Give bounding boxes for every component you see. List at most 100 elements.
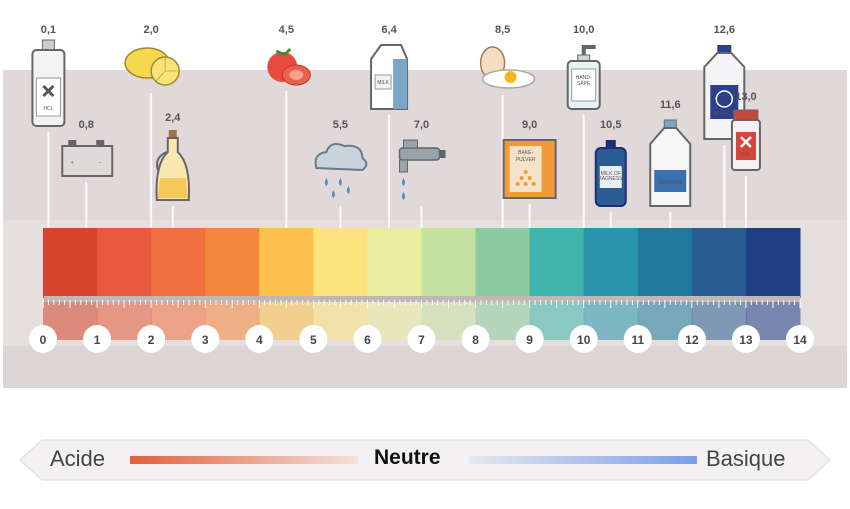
ph-value-label-3: 2,4 [165, 112, 181, 124]
ph-tick-circle-13 [731, 325, 760, 353]
ph-tick-label-4: 4 [256, 333, 263, 347]
ph-tick-label-11: 11 [631, 333, 644, 347]
water-tap-icon [398, 139, 446, 200]
ph-color-bands [43, 228, 801, 298]
ph-band-11 [637, 228, 693, 298]
ph-tick-circle-7 [407, 325, 436, 353]
ph-value-label-10: 10,0 [573, 24, 594, 36]
hand-soap-icon: HAND-SÅPE [566, 45, 601, 110]
icon-text: PULVER [516, 157, 536, 163]
ph-tick-label-12: 12 [685, 333, 699, 347]
ruler-bar [44, 296, 800, 302]
svg-text:AMMONIA: AMMONIA [658, 180, 683, 186]
icon-text: MILK OF [601, 171, 621, 177]
ph-band-0 [43, 228, 98, 298]
ph-value-label-11: 10,5 [600, 119, 621, 131]
ph-value-label-1: 0,8 [79, 119, 94, 131]
ph-band-6 [367, 228, 422, 298]
ph-value-label-14: 13,0 [735, 91, 756, 103]
milk-carton-icon: MILK [370, 44, 409, 110]
icon-text: BAKE- [518, 150, 533, 156]
ph-tick-label-10: 10 [577, 333, 591, 347]
ph-tick-label-7: 7 [418, 333, 425, 347]
ph-tick-label-9: 9 [526, 333, 533, 347]
ph-band-12 [691, 228, 747, 298]
vinegar-bottle-icon [155, 130, 191, 201]
ph-tick-circle-4 [245, 325, 274, 353]
icon-text: HCL [43, 106, 53, 112]
ph-tick-label-13: 13 [739, 333, 753, 347]
ph-value-label-5: 5,5 [333, 119, 348, 131]
ph-value-label-4: 4,5 [279, 24, 294, 36]
car-battery-icon: + − [61, 140, 114, 177]
ph-tick-circle-14 [786, 325, 814, 353]
icon-text: SÅPE [577, 80, 591, 87]
ph-band-2 [151, 228, 206, 298]
ph-value-label-13: 12,6 [714, 24, 735, 36]
ph-tick-label-14: 14 [793, 333, 807, 347]
ph-tick-label-1: 1 [94, 333, 101, 347]
ph-value-label-6: 6,4 [381, 24, 397, 36]
ph-value-label-9: 9,0 [522, 119, 537, 131]
lye-bottle-icon: LYE [730, 109, 761, 171]
ph-band-10 [583, 228, 639, 298]
acid-label: Acide [50, 446, 106, 471]
ph-tick-labels: 0 1 2 3 4 5 6 7 8 9 10 11 12 13 14 [29, 325, 814, 353]
hcl-bottle-icon: HCL [31, 39, 66, 127]
icon-text: MAGNESIA [598, 176, 625, 182]
ph-value-label-2: 2,0 [143, 24, 158, 36]
ph-tick-label-0: 0 [40, 333, 47, 347]
ph-tick-circle-9 [515, 325, 544, 353]
svg-text:LYE: LYE [741, 152, 751, 158]
rain-cloud-icon [314, 143, 368, 198]
ph-tick-label-2: 2 [148, 333, 155, 347]
ph-band-5 [313, 228, 368, 298]
ph-tick-circle-8 [461, 325, 490, 353]
acid-gradient-bar [130, 456, 358, 464]
egg-icon [479, 46, 536, 89]
acid-base-legend: Acide Neutre Basique [12, 436, 831, 484]
ph-value-label-12: 11,6 [660, 99, 681, 111]
ph-value-label-0: 0,1 [41, 24, 56, 36]
ph-band-7 [421, 228, 477, 298]
ph-band-9 [529, 228, 585, 298]
ph-tick-circle-12 [677, 325, 706, 353]
icon-text: HAND- [576, 75, 592, 81]
neutral-label: Neutre [374, 446, 441, 469]
ph-tick-label-8: 8 [472, 333, 479, 347]
ph-band-8 [475, 228, 531, 298]
ph-tick-circle-6 [353, 325, 382, 353]
background-lower-band [3, 346, 847, 388]
ammonia-bottle-icon: AMMONIA [649, 119, 692, 207]
baking-powder-icon: BAKE-PULVER [502, 139, 557, 199]
ph-value-labels: 0,1 0,8 2,0 2,4 4,5 5,5 6,4 7,0 8,5 9,0 10,0 10,5 11… [41, 24, 757, 131]
ph-band-1 [97, 228, 152, 298]
ph-tick-circle-2 [137, 325, 166, 353]
base-label: Basique [706, 446, 786, 471]
ph-tick-label-5: 5 [310, 333, 317, 347]
ph-tick-circle-0 [29, 325, 57, 353]
base-gradient-bar [469, 456, 697, 464]
lemon-icon [124, 47, 180, 86]
ph-value-label-8: 8,5 [495, 24, 510, 36]
ph-value-label-7: 7,0 [414, 119, 429, 131]
ph-tick-circle-11 [623, 325, 652, 353]
ph-band-3 [205, 228, 260, 298]
tomato-icon [267, 47, 311, 86]
ph-band-4 [259, 228, 314, 298]
ph-tick-circle-5 [299, 325, 328, 353]
svg-text:BLEACH: BLEACH [714, 111, 734, 117]
ph-tick-circle-1 [83, 325, 112, 353]
icon-text: MILK [377, 80, 389, 86]
svg-text:−: − [99, 160, 102, 166]
svg-text:+: + [71, 160, 74, 166]
ph-tick-circle-10 [569, 325, 598, 353]
ph-band-13 [745, 228, 801, 298]
ph-tick-label-3: 3 [202, 333, 209, 347]
ph-tick-label-6: 6 [364, 333, 371, 347]
ph-tick-circle-3 [191, 325, 220, 353]
ph-ruler [44, 296, 800, 302]
